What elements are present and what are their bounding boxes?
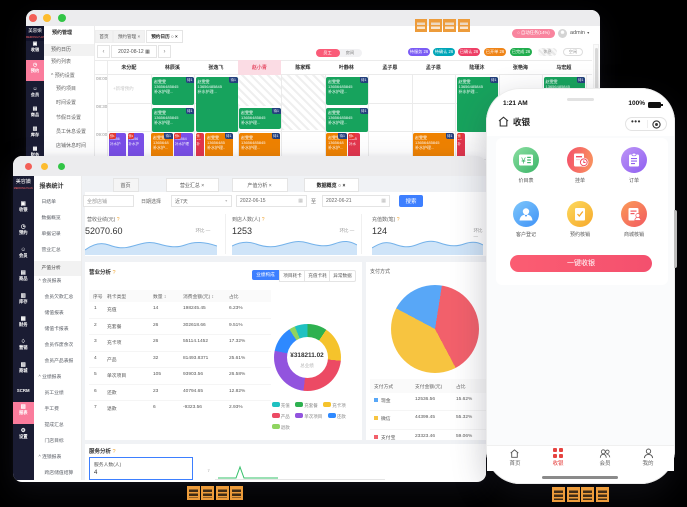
svg-text:¥: ¥: [520, 156, 526, 165]
